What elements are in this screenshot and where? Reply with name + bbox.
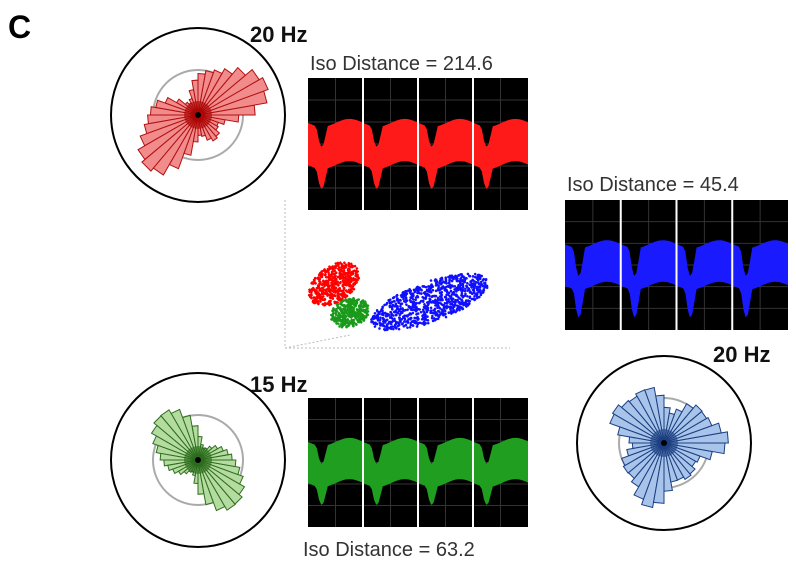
cluster-point <box>373 312 376 315</box>
figure: C 20 Hz Iso Distance = 214.6 Iso Distanc… <box>0 0 796 571</box>
panel-label: C <box>8 9 31 45</box>
axis <box>285 335 350 348</box>
iso-label: Iso Distance = 45.4 <box>567 174 739 196</box>
cluster-point <box>474 272 477 275</box>
rose-center <box>195 457 201 463</box>
rate-label: 15 Hz <box>250 372 307 397</box>
iso-label: Iso Distance = 63.2 <box>303 539 475 561</box>
cluster-point <box>429 279 432 282</box>
cluster-point <box>429 306 432 309</box>
cluster-point <box>324 273 328 277</box>
iso-label: Iso Distance = 214.6 <box>310 53 493 75</box>
cluster-point <box>397 328 400 331</box>
rose-center <box>661 440 667 446</box>
rose-center <box>195 112 201 118</box>
cluster-point <box>373 325 376 328</box>
rate-label: 20 Hz <box>713 342 770 367</box>
cluster-point <box>378 327 381 330</box>
cluster-point <box>444 315 447 318</box>
cluster-point <box>406 326 409 329</box>
cluster-point <box>419 311 422 314</box>
rate-label: 20 Hz <box>250 22 307 47</box>
cluster-point <box>427 322 430 325</box>
cluster <box>363 261 495 343</box>
